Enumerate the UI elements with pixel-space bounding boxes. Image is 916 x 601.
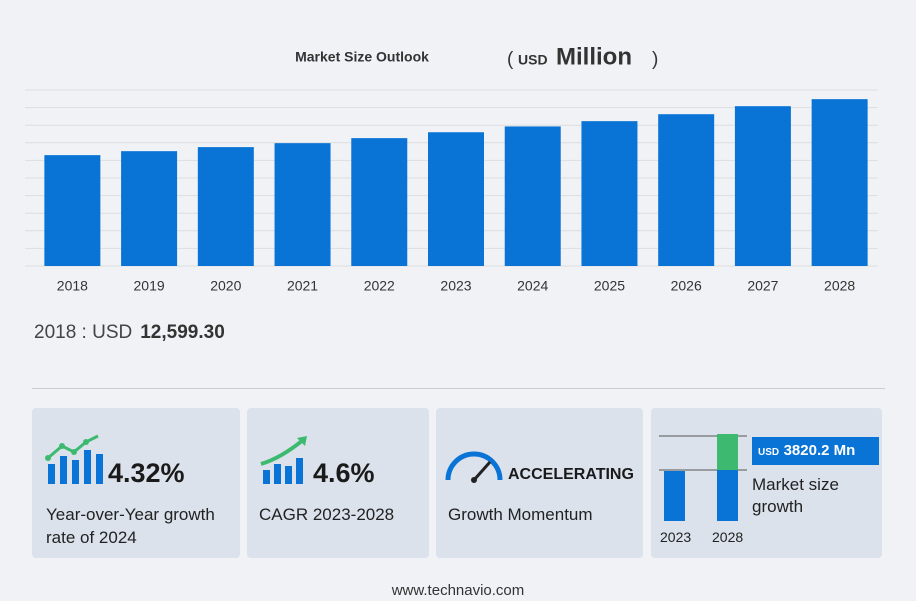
growth-value: 3820.2 Mn [783,442,856,459]
unit-currency: USD [518,52,548,68]
card-value: 4.6% [313,458,375,488]
mini-chart [659,434,747,521]
bar [428,132,484,266]
x-tick-label: 2026 [671,278,702,294]
bar [274,143,331,266]
card: USD 3820.2 Mn Market size growth 2023 20… [651,408,882,558]
x-tick-label: 2023 [440,278,471,294]
year-label: 2028 [712,529,744,545]
x-tick-label: 2022 [364,278,395,294]
card: 4.6% CAGR 2023-2028 [247,408,429,558]
chart: Market Size Outlook ( USD Million ) 2018… [25,43,878,294]
bar [734,106,791,266]
bar [504,126,561,266]
x-tick-label: 2025 [594,278,625,294]
unit-open: ( [507,49,514,70]
x-tick-label: 2027 [747,278,778,294]
x-tick-label: 2028 [824,278,855,294]
highlight-label: 2018 : USD [34,322,133,343]
x-tick-label: 2020 [210,278,241,294]
footer: www.technavio.com [391,582,525,599]
x-tick-label: 2019 [134,278,165,294]
card-text: Market size growth [752,475,839,516]
icon [260,436,307,484]
card-text: Growth Momentum [448,505,593,524]
bar [121,151,178,266]
highlight-value: 12,599.30 [140,322,225,343]
highlight: 2018 : USD 12,599.30 [34,322,225,344]
bar [658,114,715,266]
card-value: 4.32% [108,458,185,488]
bar [811,99,868,266]
unit-close: ) [652,49,658,70]
bar [197,147,254,266]
year-label: 2023 [660,529,692,545]
card: 4.32% Year-over-Year growth rate of 2024 [32,408,240,558]
divider [32,388,885,389]
card-text: CAGR 2023-2028 [259,505,395,524]
chart-title: Market Size Outlook [295,49,429,65]
card-text: Year-over-Year growth rate of 2024 [46,505,215,547]
icon [445,451,503,483]
unit: Million [556,43,632,70]
bar [44,155,101,266]
card: ACCELERATING Growth Momentum [436,408,643,558]
x-tick-label: 2024 [517,278,548,294]
icon [45,434,103,484]
bar [351,138,408,266]
x-tick-label: 2018 [57,278,88,294]
card-value: ACCELERATING [508,466,634,483]
x-tick-label: 2021 [287,278,318,294]
growth-currency: USD [758,447,780,458]
bar [581,121,638,266]
growth-box: USD 3820.2 Mn [752,437,879,465]
